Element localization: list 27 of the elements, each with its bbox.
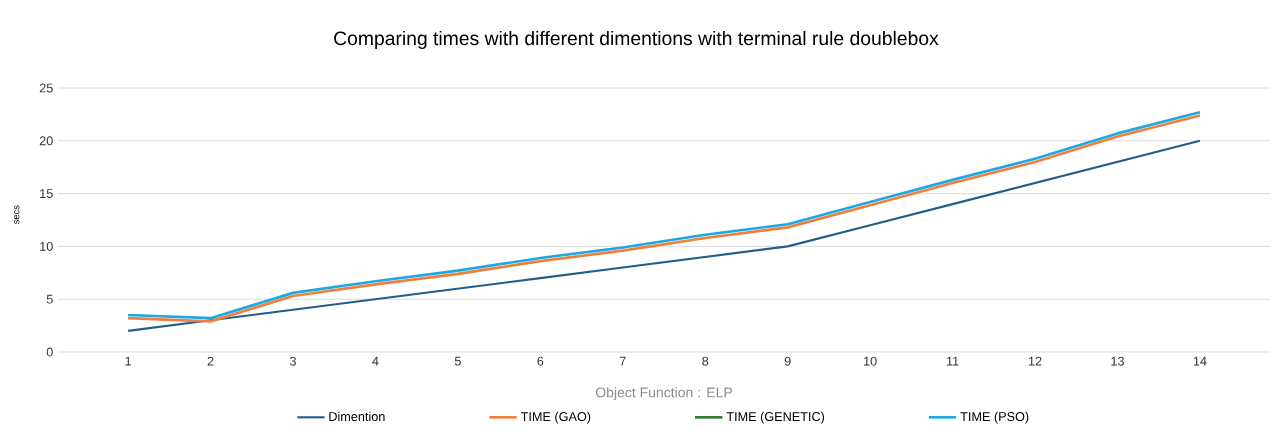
x-tick-label: 14 [1193, 356, 1207, 366]
x-tick-label: 7 [619, 356, 626, 366]
x-axis-title: Object Function : ELP [595, 387, 732, 401]
y-tick-label: 0 [46, 347, 53, 357]
x-tick-label: 3 [289, 356, 296, 366]
legend-label: TIME (GAO) [520, 411, 591, 424]
x-tick-label: 1 [125, 356, 131, 366]
x-tick-label: 13 [1111, 356, 1124, 366]
x-tick-label: 12 [1028, 356, 1042, 366]
y-tick-label: 10 [40, 241, 53, 251]
y-axis-title: secs [14, 205, 20, 225]
x-tick-label: 8 [702, 356, 709, 366]
y-tick-label: 20 [39, 136, 53, 146]
y-tick-label: 25 [39, 83, 53, 93]
legend-label: TIME (GENETIC) [726, 411, 825, 424]
legend-label: TIME (PSO) [960, 411, 1029, 424]
x-tick-label: 10 [864, 356, 877, 366]
x-tick-label: 11 [946, 356, 959, 366]
legend-label: Dimention [329, 411, 385, 422]
chart-title: Comparing times with different dimentions with terminal rule doublebox [334, 30, 939, 50]
x-tick-label: 4 [372, 356, 379, 366]
y-tick-label: 15 [40, 189, 53, 199]
x-tick-label: 2 [207, 356, 214, 366]
x-tick-label: 5 [454, 356, 461, 366]
x-tick-label: 6 [537, 356, 544, 366]
x-tick-label: 9 [784, 356, 791, 366]
y-tick-label: 5 [46, 294, 53, 304]
